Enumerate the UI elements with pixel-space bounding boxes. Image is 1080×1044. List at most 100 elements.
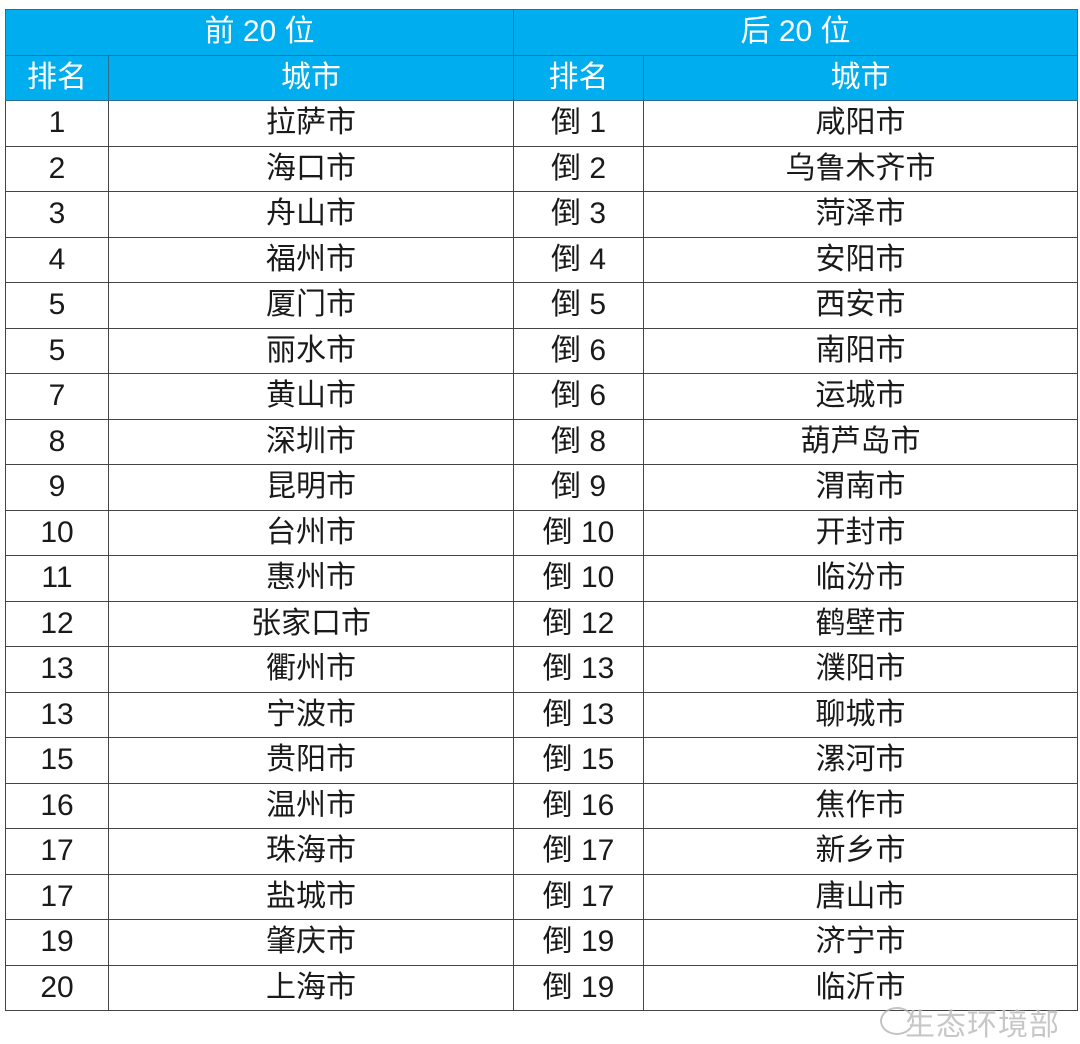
bottom-rank-cell: 倒 13 [513, 691, 645, 738]
top-city-cell: 厦门市 [107, 282, 515, 329]
table-row: 13 衢州市倒 13 濮阳市 [5, 646, 1079, 693]
top-city-cell: 温州市 [107, 782, 515, 829]
bottom-rank-cell: 倒 16 [513, 782, 645, 829]
bottom-city-cell: 济宁市 [643, 919, 1079, 966]
top-rank-cell: 8 [5, 418, 109, 465]
table-row: 12 张家口市倒 12 鹤壁市 [5, 600, 1079, 647]
table-row: 11 惠州市倒 10 临汾市 [5, 555, 1079, 602]
bottom-city-cell: 菏泽市 [643, 191, 1079, 238]
bottom-rank-cell: 倒 2 [513, 145, 645, 192]
bottom-20-header: 后 20 位 [513, 9, 1079, 56]
top-city-cell: 海口市 [107, 145, 515, 192]
bottom-city-cell: 西安市 [643, 282, 1079, 329]
bottom-rank-cell: 倒 5 [513, 282, 645, 329]
top-rank-cell: 9 [5, 464, 109, 511]
table-row: 15 贵阳市倒 15 漯河市 [5, 737, 1079, 784]
top-rank-cell: 1 [5, 100, 109, 147]
top-rank-cell: 7 [5, 373, 109, 420]
top-city-cell: 丽水市 [107, 327, 515, 374]
table-row: 7 黄山市倒 6 运城市 [5, 373, 1079, 420]
bottom-city-cell: 漯河市 [643, 737, 1079, 784]
bottom-rank-cell: 倒 6 [513, 327, 645, 374]
top-city-cell: 舟山市 [107, 191, 515, 238]
top-rank-cell: 17 [5, 828, 109, 875]
top-city-cell: 昆明市 [107, 464, 515, 511]
bottom-rank-cell: 倒 1 [513, 100, 645, 147]
table-row: 10 台州市倒 10 开封市 [5, 509, 1079, 556]
top-rank-cell: 17 [5, 873, 109, 920]
bottom-city-cell: 聊城市 [643, 691, 1079, 738]
bottom-city-cell: 唐山市 [643, 873, 1079, 920]
table-row: 8 深圳市倒 8 葫芦岛市 [5, 418, 1079, 465]
bottom-rank-cell: 倒 10 [513, 509, 645, 556]
top-city-cell: 福州市 [107, 236, 515, 283]
bottom-city-cell: 乌鲁木齐市 [643, 145, 1079, 192]
bottom-rank-cell: 倒 10 [513, 555, 645, 602]
bottom-rank-cell: 倒 4 [513, 236, 645, 283]
top-rank-cell: 3 [5, 191, 109, 238]
top-rank-cell: 5 [5, 282, 109, 329]
bottom-city-cell: 咸阳市 [643, 100, 1079, 147]
table-row: 5 丽水市倒 6 南阳市 [5, 327, 1079, 374]
bottom-city-cell: 开封市 [643, 509, 1079, 556]
table-row: 1 拉萨市倒 1 咸阳市 [5, 100, 1079, 147]
bottom-city-cell: 新乡市 [643, 828, 1079, 875]
bottom-city-cell: 濮阳市 [643, 646, 1079, 693]
top-rank-cell: 13 [5, 691, 109, 738]
city-ranking-table: 前 20 位 后 20 位 排名 城市 排名 城市 1 拉萨市倒 1 咸阳市 2 海口市… [4, 9, 1079, 1011]
bottom-rank-cell: 倒 17 [513, 828, 645, 875]
top-city-cell: 衢州市 [107, 646, 515, 693]
bottom-rank-cell: 倒 9 [513, 464, 645, 511]
top-city-cell: 惠州市 [107, 555, 515, 602]
watermark: 生态环境部 [905, 1009, 1060, 1042]
table-row: 5 厦门市倒 5 西安市 [5, 282, 1079, 329]
top-city-cell: 黄山市 [107, 373, 515, 420]
bottom-rank-cell: 倒 6 [513, 373, 645, 420]
bottom-rank-cell: 倒 8 [513, 418, 645, 465]
top-city-cell: 上海市 [107, 964, 515, 1011]
top-city-cell: 贵阳市 [107, 737, 515, 784]
top-city-cell: 台州市 [107, 509, 515, 556]
column-header-row: 排名 城市 排名 城市 [5, 54, 1079, 101]
top-rank-cell: 16 [5, 782, 109, 829]
top-rank-cell: 13 [5, 646, 109, 693]
table-row: 4 福州市倒 4 安阳市 [5, 236, 1079, 283]
table-row: 9 昆明市倒 9 渭南市 [5, 464, 1079, 511]
top-rank-cell: 19 [5, 919, 109, 966]
top-rank-cell: 20 [5, 964, 109, 1011]
bottom-rank-cell: 倒 19 [513, 919, 645, 966]
group-header-row: 前 20 位 后 20 位 [4, 9, 1079, 56]
table-row: 17 珠海市倒 17 新乡市 [5, 828, 1079, 875]
bottom-city-cell: 运城市 [643, 373, 1079, 420]
top-rank-cell: 5 [5, 327, 109, 374]
top-rank-cell: 2 [5, 145, 109, 192]
top-city-cell: 肇庆市 [107, 919, 515, 966]
bottom-rank-cell: 倒 13 [513, 646, 645, 693]
table-row: 20 上海市倒 19 临沂市 [5, 964, 1079, 1011]
table-row: 13 宁波市倒 13 聊城市 [5, 691, 1079, 738]
top-city-cell: 珠海市 [107, 828, 515, 875]
top-city-cell: 深圳市 [107, 418, 515, 465]
top-rank-cell: 11 [5, 555, 109, 602]
top-city-cell: 张家口市 [107, 600, 515, 647]
bottom-city-cell: 临沂市 [643, 964, 1079, 1011]
table-row: 19 肇庆市倒 19 济宁市 [5, 919, 1079, 966]
weibo-icon [880, 1007, 914, 1035]
top-city-cell: 拉萨市 [107, 100, 515, 147]
table-row: 2 海口市倒 2 乌鲁木齐市 [5, 145, 1079, 192]
table-row: 3 舟山市倒 3 菏泽市 [5, 191, 1079, 238]
bottom-rank-cell: 倒 3 [513, 191, 645, 238]
top-rank-cell: 4 [5, 236, 109, 283]
table-row: 17 盐城市倒 17 唐山市 [5, 873, 1079, 920]
top-rank-cell: 12 [5, 600, 109, 647]
bottom-city-cell: 临汾市 [643, 555, 1079, 602]
bottom-city-cell: 焦作市 [643, 782, 1079, 829]
rank-header: 排名 [5, 54, 109, 101]
top-rank-cell: 15 [5, 737, 109, 784]
table-row: 16 温州市倒 16 焦作市 [5, 782, 1079, 829]
city-header: 城市 [107, 54, 515, 101]
bottom-rank-cell: 倒 12 [513, 600, 645, 647]
bottom-rank-cell: 倒 17 [513, 873, 645, 920]
top-city-cell: 宁波市 [107, 691, 515, 738]
rank-header: 排名 [513, 54, 645, 101]
